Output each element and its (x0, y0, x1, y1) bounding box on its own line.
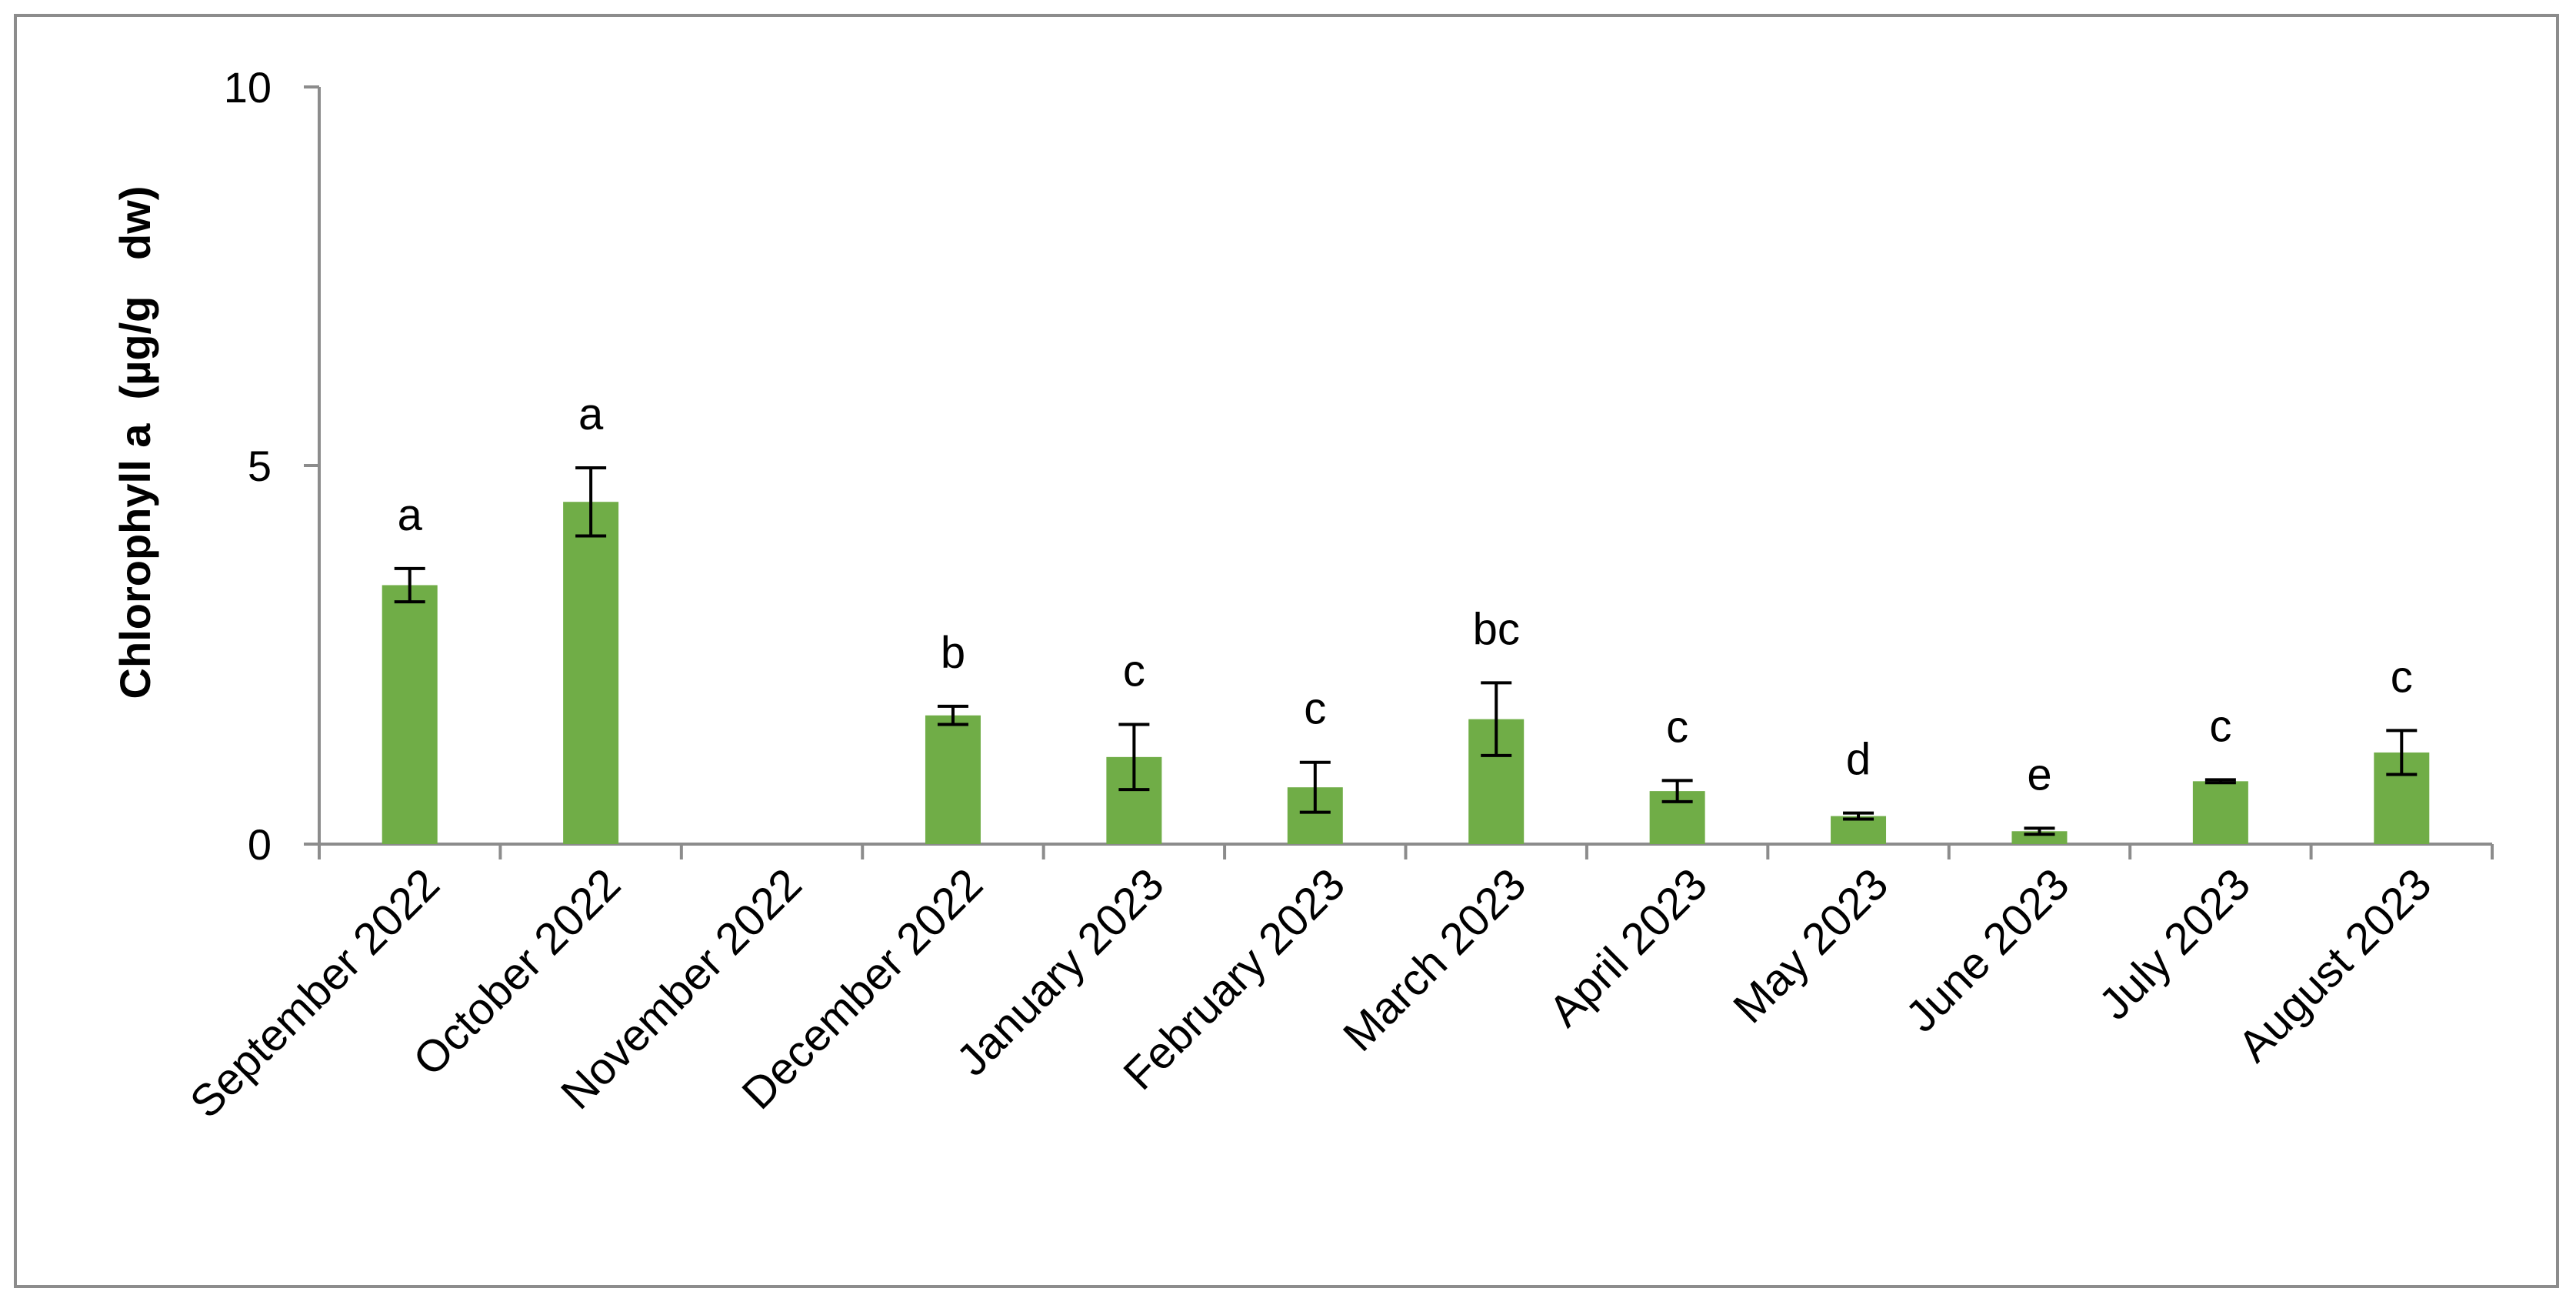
significance-letter: c (2391, 652, 2413, 702)
significance-letter: d (1846, 735, 1871, 785)
significance-letter: b (941, 628, 965, 678)
bar (1831, 816, 1887, 844)
bar (2192, 781, 2248, 844)
y-tick-label: 10 (224, 63, 272, 112)
axes (304, 85, 2494, 859)
significance-letter: a (398, 490, 423, 540)
y-axis-label: Chlorophyll a (µg/g dw) (111, 186, 159, 699)
x-category-label: March 2023 (1334, 859, 1536, 1061)
bar (382, 585, 438, 844)
significance-letter: c (1123, 646, 1145, 696)
x-category-label: June 2023 (1896, 859, 2079, 1042)
y-tick-label: 5 (248, 442, 272, 490)
x-category-label: August 2023 (2228, 859, 2441, 1071)
significance-letter: c (1304, 684, 1326, 734)
bars (382, 502, 2430, 844)
y-tick-label: 0 (248, 820, 272, 869)
error-bars (394, 466, 2418, 836)
significance-letter: a (578, 389, 604, 439)
y-tick-labels: 0 5 10 (224, 63, 272, 869)
significance-letter: e (2027, 749, 2051, 799)
x-category-label: April 2023 (1539, 859, 1717, 1036)
significance-letter: c (1666, 702, 1688, 752)
x-category-label: July 2023 (2090, 859, 2261, 1030)
significance-letter: bc (1473, 604, 1520, 654)
chart-frame (14, 14, 2559, 1288)
x-category-label: May 2023 (1724, 859, 1898, 1033)
bar (925, 715, 981, 844)
bar (563, 502, 619, 844)
significance-letter: c (2209, 701, 2231, 751)
x-category-label: September 2022 (181, 859, 449, 1127)
